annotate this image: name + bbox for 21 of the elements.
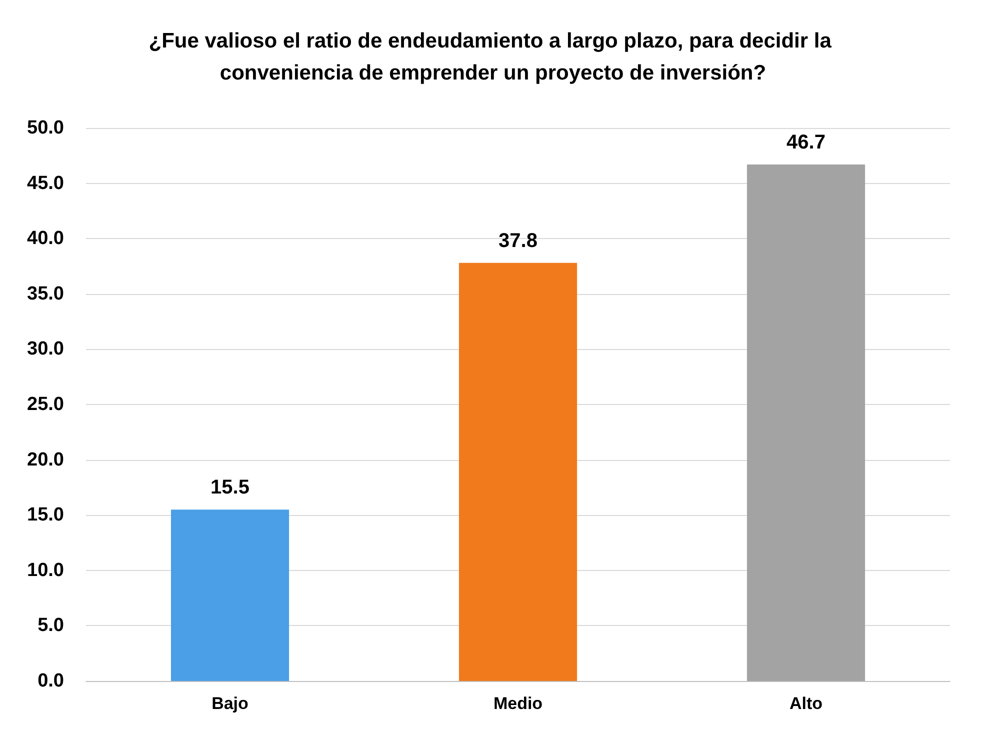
- y-tick-label: 50.0: [27, 118, 64, 138]
- data-label: 46.7: [786, 132, 826, 154]
- chart-title: ¿Fue valioso el ratio de endeudamiento a largo plazo, para decidir la conveniencia de emprender un proyecto de inversión?: [148, 30, 838, 84]
- x-tick-label: Medio: [493, 694, 543, 713]
- y-tick-label: 30.0: [27, 338, 64, 360]
- y-tick-label: 45.0: [27, 172, 64, 194]
- y-tick-label: 20.0: [27, 449, 64, 470]
- y-tick-label: 0.0: [38, 670, 64, 692]
- y-tick-label: 35.0: [27, 283, 64, 304]
- x-tick-label: Alto: [789, 694, 823, 713]
- bar: [746, 164, 866, 681]
- y-tick-label: 10.0: [27, 560, 64, 581]
- y-tick-label: 15.0: [27, 504, 64, 526]
- y-tick-label: 40.0: [27, 228, 64, 250]
- data-label: 37.8: [498, 230, 538, 252]
- data-label: 15.5: [210, 476, 250, 499]
- bar: [170, 510, 290, 681]
- y-tick-label: 25.0: [27, 394, 64, 415]
- y-tick-label: 5.0: [38, 615, 64, 636]
- bar: [458, 262, 578, 681]
- x-tick-label: Bajo: [212, 694, 248, 713]
